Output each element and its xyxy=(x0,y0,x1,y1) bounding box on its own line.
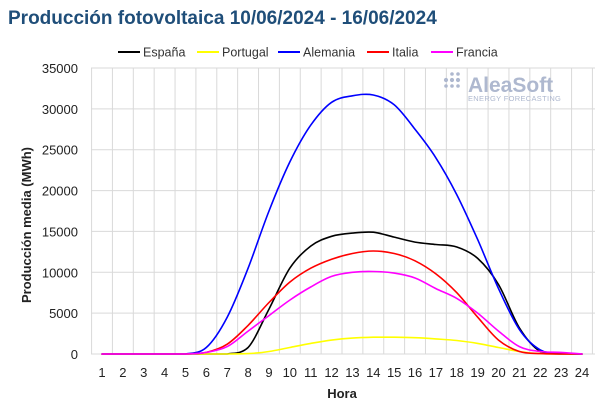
x-axis-ticks: 1 2 3 4 5 6 7 8 9 10 11 12 13 14 15 16 17 18 19 20 21 22 23 24 xyxy=(98,365,589,380)
x-tick-label: 2 xyxy=(119,365,126,380)
x-tick-label: 22 xyxy=(533,365,547,380)
legend: España Portugal Alemania Italia Francia xyxy=(118,46,498,60)
y-tick-label: 25000 xyxy=(42,143,78,158)
x-tick-label: 21 xyxy=(512,365,526,380)
y-tick-label: 10000 xyxy=(42,265,78,280)
legend-label-alemania: Alemania xyxy=(303,46,355,60)
x-tick-label: 20 xyxy=(491,365,505,380)
x-tick-label: 14 xyxy=(366,365,380,380)
x-tick-label: 6 xyxy=(203,365,210,380)
logo-dot xyxy=(455,77,461,83)
y-axis-title: Producción media (MWh) xyxy=(19,147,34,303)
y-tick-label: 20000 xyxy=(42,184,78,199)
x-tick-label: 7 xyxy=(224,365,231,380)
y-axis-ticks: 0 5000 10000 15000 20000 25000 30000 35000 xyxy=(42,61,78,362)
dots-grid-icon xyxy=(443,72,461,88)
logo-tagline: ENERGY FORECASTING xyxy=(468,94,561,103)
x-tick-label: 18 xyxy=(450,365,464,380)
y-tick-label: 15000 xyxy=(42,224,78,239)
x-tick-label: 17 xyxy=(429,365,443,380)
logo-dot xyxy=(449,77,455,83)
x-tick-label: 1 xyxy=(98,365,105,380)
x-tick-label: 24 xyxy=(575,365,589,380)
x-tick-label: 3 xyxy=(140,365,147,380)
x-tick-label: 13 xyxy=(345,365,359,380)
series-line-francia xyxy=(101,270,583,355)
legend-label-francia: Francia xyxy=(456,46,498,60)
x-tick-label: 9 xyxy=(265,365,272,380)
x-tick-label: 15 xyxy=(387,365,401,380)
legend-label-italia: Italia xyxy=(392,46,418,60)
logo-dot xyxy=(456,84,460,88)
x-tick-label: 19 xyxy=(470,365,484,380)
logo-dot xyxy=(450,84,454,88)
aleasoft-logo: AleaSoft ENERGY FORECASTING xyxy=(443,72,561,103)
y-tick-label: 0 xyxy=(71,347,78,362)
x-tick-label: 10 xyxy=(283,365,297,380)
legend-label-portugal: Portugal xyxy=(222,46,269,60)
x-tick-label: 5 xyxy=(182,365,189,380)
y-tick-label: 30000 xyxy=(42,102,78,117)
y-tick-label: 5000 xyxy=(49,306,78,321)
x-tick-label: 4 xyxy=(161,365,168,380)
x-tick-label: 23 xyxy=(554,365,568,380)
logo-dot xyxy=(450,72,454,76)
logo-dot xyxy=(444,84,448,88)
x-tick-label: 8 xyxy=(244,365,251,380)
x-tick-label: 11 xyxy=(304,365,318,380)
x-tick-label: 16 xyxy=(408,365,422,380)
gridlines xyxy=(91,67,595,355)
logo-dot xyxy=(443,77,449,83)
logo-dot xyxy=(456,72,460,76)
y-tick-label: 35000 xyxy=(42,61,78,76)
chart-title: Producción fotovoltaica 10/06/2024 - 16/… xyxy=(8,8,437,29)
series-lines xyxy=(101,93,583,355)
x-tick-label: 12 xyxy=(324,365,338,380)
legend-label-espana: España xyxy=(143,46,185,60)
x-axis-title: Hora xyxy=(327,386,357,401)
logo-wordmark: AleaSoft xyxy=(468,74,553,97)
